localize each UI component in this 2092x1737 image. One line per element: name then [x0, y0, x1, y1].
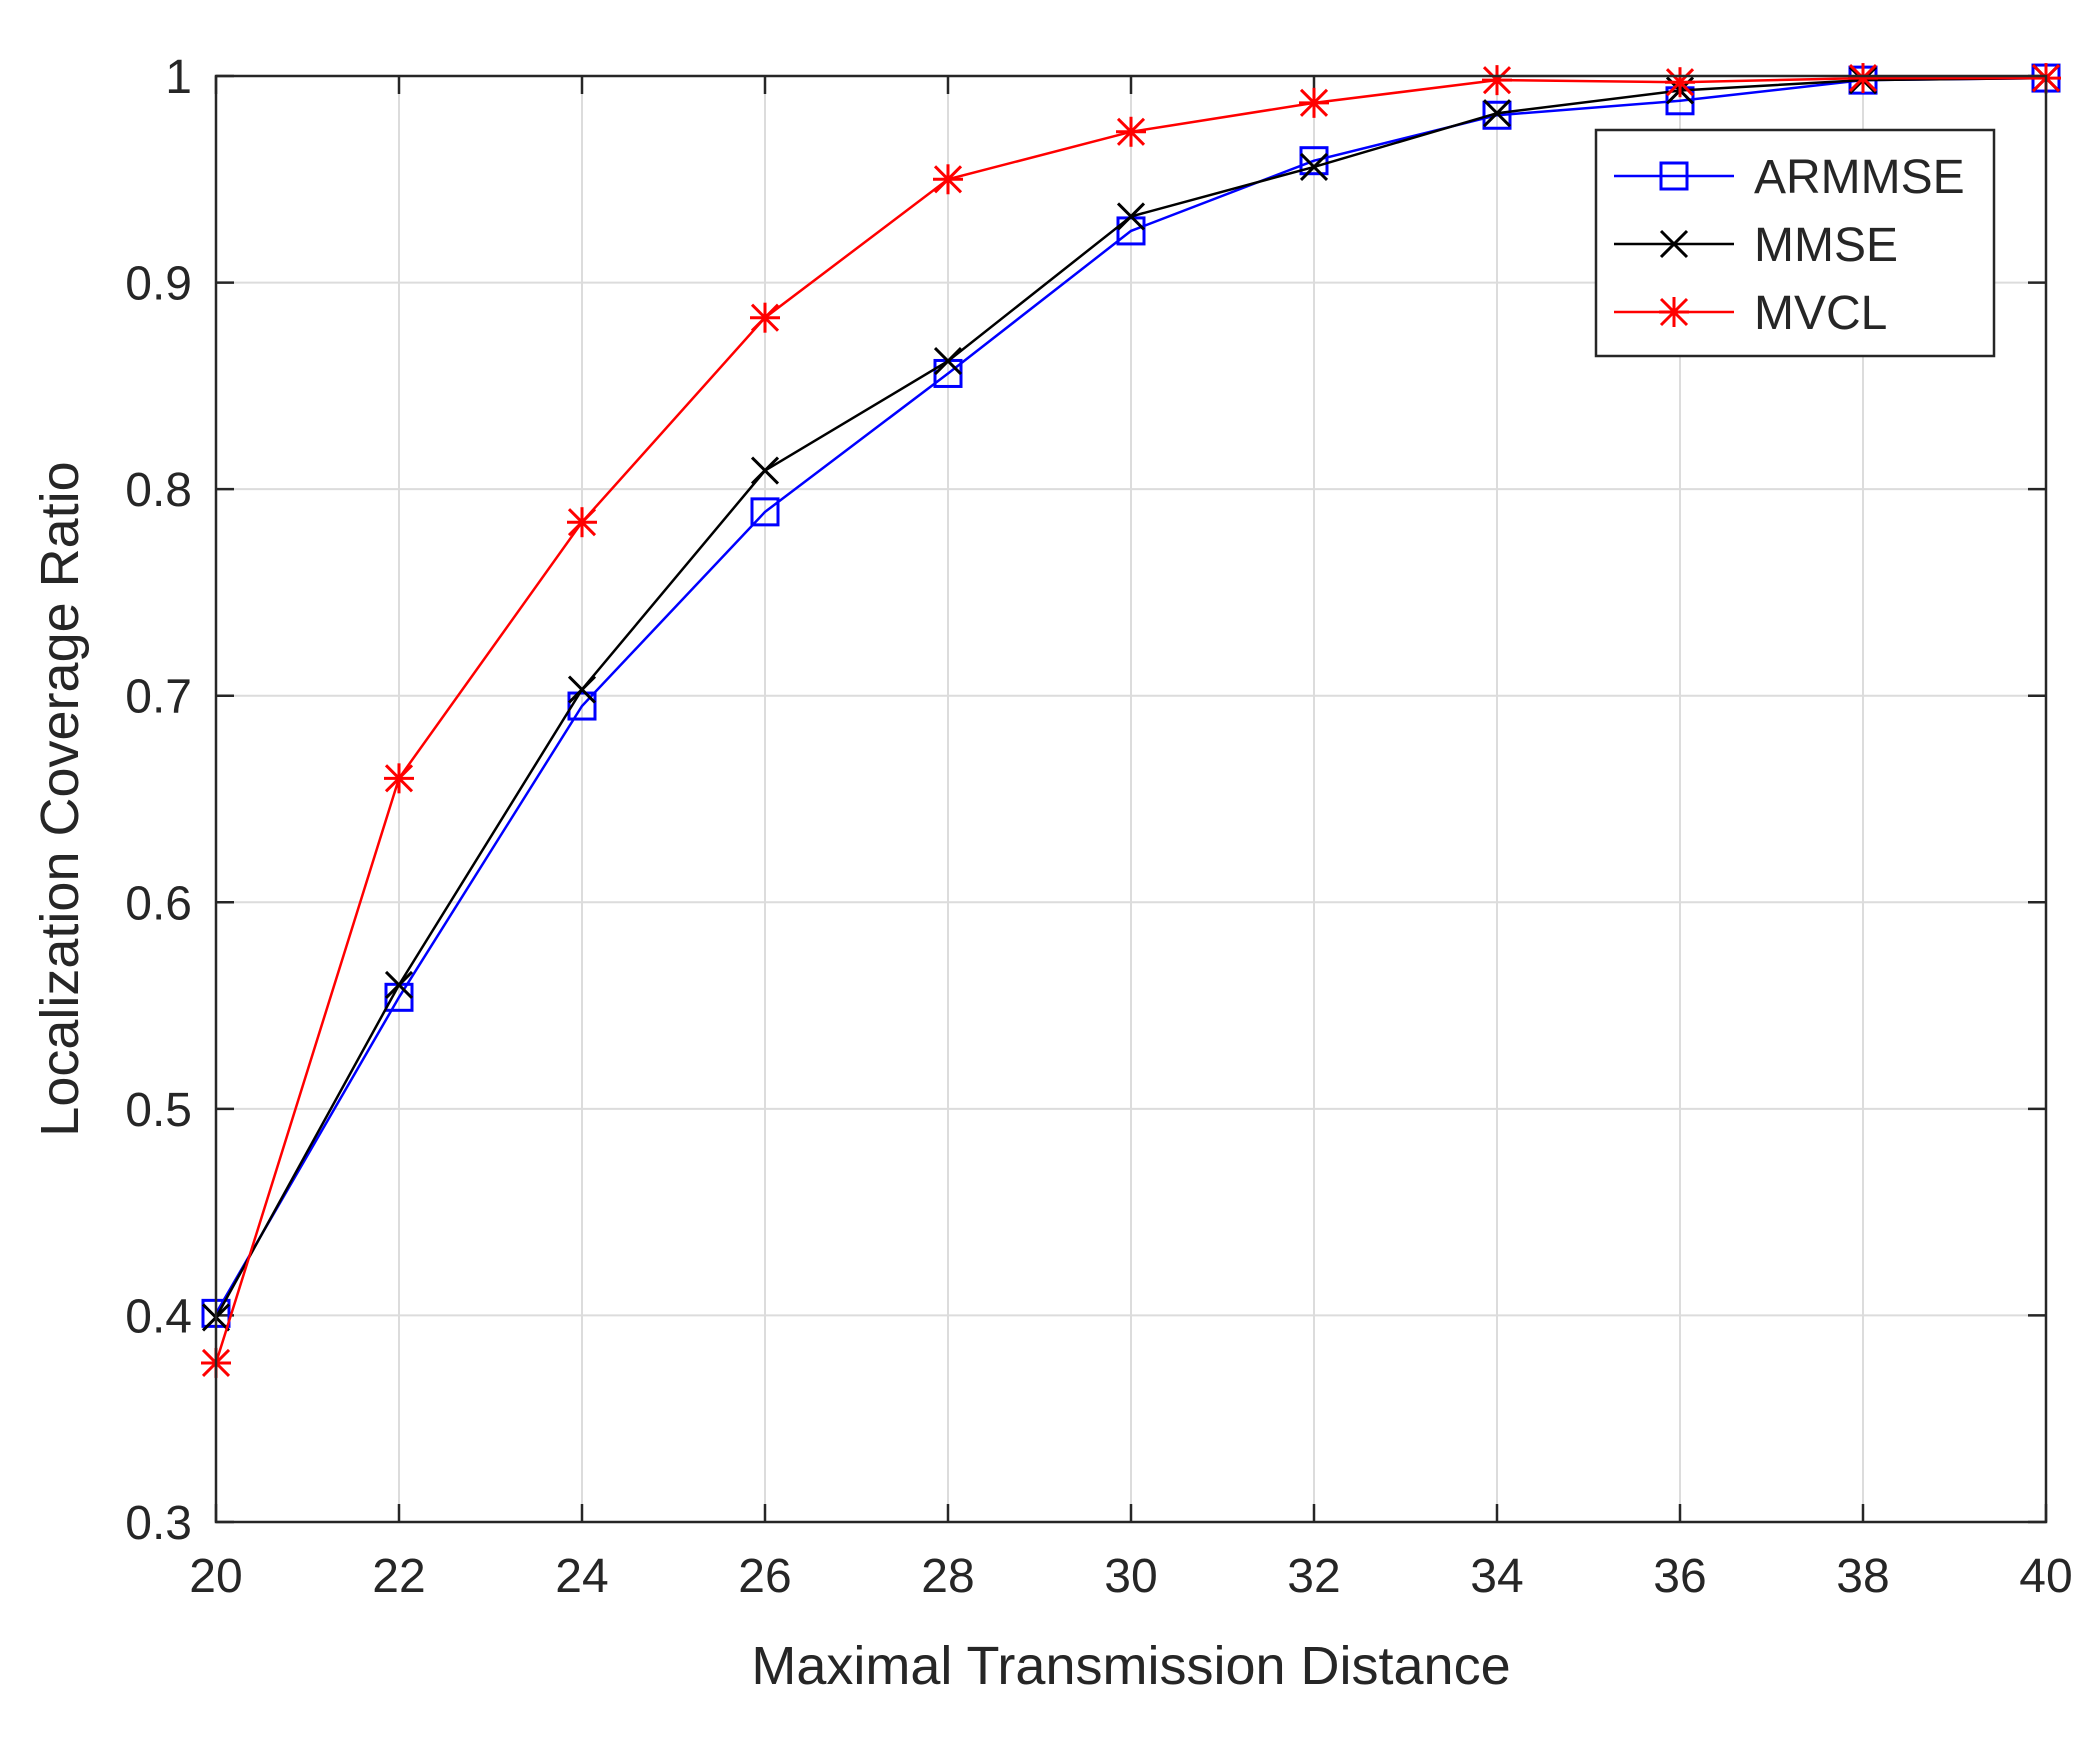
x-marker-stroke: [384, 970, 414, 999]
data-point-mmse: [567, 675, 597, 704]
x-tick-labels: 20 22 24 26 28 30 32 34 36 38 40: [189, 1550, 2072, 1603]
x-tick-label: 38: [1836, 1550, 1889, 1603]
data-point-armmse: [1482, 100, 1512, 130]
legend-item-armmse: ARMMSE: [1614, 151, 1965, 204]
y-tick-label: 0.8: [125, 464, 192, 517]
data-point-armmse: [1299, 146, 1329, 176]
series: [201, 63, 2061, 1378]
legend-marker-armmse: [1659, 161, 1689, 191]
square-marker-shape: [567, 691, 597, 721]
data-point-mvcl: [567, 507, 597, 538]
asterisk-marker-stroke: [1848, 64, 1878, 93]
data-point-mvcl: [750, 302, 780, 333]
data-point-mvcl: [1116, 116, 1146, 147]
data-point-mmse: [1299, 152, 1329, 181]
x-tick-label: 22: [372, 1550, 425, 1603]
x-tick-label: 40: [2019, 1550, 2072, 1603]
legend-label-mmse: MMSE: [1754, 219, 1898, 272]
x-marker-stroke: [1299, 152, 1329, 181]
data-point-mvcl: [1848, 63, 1878, 94]
legend: ARMMSE MMSE MVCL: [1594, 128, 1996, 358]
data-point-mvcl: [1299, 87, 1329, 118]
asterisk-marker-stroke: [1659, 297, 1689, 327]
square-marker-shape: [1482, 100, 1512, 130]
asterisk-marker-stroke: [933, 165, 963, 194]
data-point-mmse: [933, 347, 963, 376]
x-tick-label: 30: [1104, 1550, 1157, 1603]
data-point-mvcl: [384, 763, 414, 794]
asterisk-marker-stroke: [1116, 117, 1146, 146]
legend-marker-mmse: [1659, 229, 1689, 259]
legend-item-mvcl: MVCL: [1614, 287, 1887, 340]
asterisk-marker-stroke: [1482, 66, 1512, 95]
asterisk-marker-stroke: [1299, 88, 1329, 117]
x-tick-label: 24: [555, 1550, 608, 1603]
x-tick-label: 28: [921, 1550, 974, 1603]
y-tick-label: 0.5: [125, 1084, 192, 1137]
y-tick-label: 0.6: [125, 877, 192, 930]
data-point-mmse: [1116, 202, 1146, 231]
y-tick-label: 0.9: [125, 258, 192, 311]
x-marker-stroke: [750, 456, 780, 485]
series-line-armmse: [214, 76, 2047, 1315]
x-tick-label: 36: [1653, 1550, 1706, 1603]
square-marker-shape: [1299, 146, 1329, 176]
y-tick-label: 0.4: [125, 1290, 192, 1343]
data-point-mmse: [750, 456, 780, 485]
asterisk-marker-stroke: [384, 764, 414, 793]
data-point-mvcl: [1665, 67, 1695, 98]
data-point-mmse: [384, 970, 414, 999]
x-tick-label: 26: [738, 1550, 791, 1603]
legend-label-mvcl: MVCL: [1754, 287, 1887, 340]
y-tick-label: 0.3: [125, 1497, 192, 1550]
x-marker-stroke: [1659, 229, 1689, 259]
asterisk-marker-stroke: [1665, 68, 1695, 97]
asterisk-marker-stroke: [567, 508, 597, 537]
y-axis-title: Localization Coverage Ratio: [30, 461, 90, 1136]
legend-item-mmse: MMSE: [1614, 219, 1898, 272]
legend-label-armmse: ARMMSE: [1754, 151, 1965, 204]
y-tick-label: 0.7: [125, 671, 192, 724]
y-tick-labels: 0.3 0.4 0.5 0.6 0.7 0.8 0.9 1: [125, 51, 192, 1550]
data-point-armmse: [750, 497, 780, 527]
y-tick-label: 1: [165, 51, 192, 104]
x-marker-stroke: [567, 675, 597, 704]
data-point-mmse: [1482, 99, 1512, 128]
x-marker-stroke: [1116, 202, 1146, 231]
legend-marker-mvcl: [1659, 297, 1689, 327]
x-axis-title: Maximal Transmission Distance: [751, 1636, 1510, 1696]
x-tick-label: 32: [1287, 1550, 1340, 1603]
square-marker-shape: [750, 497, 780, 527]
x-tick-label: 20: [189, 1550, 242, 1603]
x-marker-stroke: [933, 347, 963, 376]
x-marker-stroke: [1482, 99, 1512, 128]
x-tick-label: 34: [1470, 1550, 1523, 1603]
data-point-mvcl: [1482, 65, 1512, 96]
axes-box: [214, 74, 2048, 1524]
data-point-armmse: [567, 691, 597, 721]
asterisk-marker-stroke: [750, 303, 780, 332]
data-point-mvcl: [933, 164, 963, 195]
square-marker-shape: [1659, 161, 1689, 191]
